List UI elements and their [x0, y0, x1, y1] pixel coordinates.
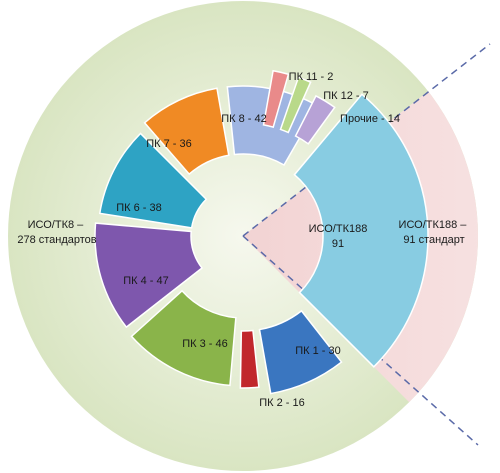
- slice-label-5: ПК 6 - 38: [116, 202, 162, 214]
- group-label-tk188: ИСО/ТК188 – 91 стандарт: [399, 219, 470, 246]
- slice-label-8: ПК 11 - 2: [289, 71, 334, 83]
- slice-пк-12: [279, 76, 312, 134]
- slice-пк-4: [94, 222, 204, 329]
- slice-label-1: ПК 1 - 30: [295, 345, 341, 357]
- slice-label-4: ПК 4 - 47: [123, 275, 169, 287]
- slice-label-0: ИСО/ТК188 91: [309, 223, 368, 250]
- slice-label-10: Прочие - 14: [340, 113, 400, 125]
- slice-label-6: ПК 7 - 36: [146, 138, 192, 150]
- slice-tk188: [293, 93, 429, 368]
- slice-пк-11: [262, 69, 290, 129]
- slice-прочие: [294, 94, 336, 145]
- slice-label-2: ПК 2 - 16: [259, 397, 305, 409]
- slice-пк-7: [143, 87, 230, 176]
- labels-layer: ИСО/ТК188 91 ПК 1 - 30 ПК 2 - 16 ПК 3 - 46 ПК…: [116, 71, 400, 409]
- slice-пк-6: [98, 132, 208, 229]
- slice-пк-3: [130, 289, 237, 387]
- slice-label-7: ПК 8 - 42: [221, 113, 267, 125]
- slice-label-9: ПК 12 - 7: [323, 90, 369, 102]
- slice-пк-2: [239, 329, 260, 389]
- slice-label-3: ПК 3 - 46: [182, 338, 228, 350]
- slices-layer: [94, 69, 429, 395]
- group-label-tk8: ИСО/ТК8 – 278 стандартов: [17, 219, 96, 246]
- slice-пк-1: [258, 309, 343, 395]
